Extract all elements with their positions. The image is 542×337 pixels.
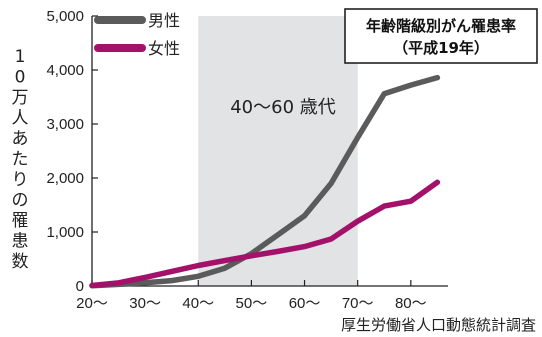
y-tick-label: 2,000 <box>46 170 84 187</box>
y-tick-label: 1,000 <box>46 224 84 241</box>
x-tick-label: 40～ <box>182 295 214 312</box>
chart-subtitle: （平成19年） <box>393 39 489 57</box>
band-label: 40～60 歳代 <box>230 97 336 118</box>
y-axis-label: 1 0 万人あたりの罹患数 <box>12 47 29 272</box>
y-tick-label: 3,000 <box>46 116 84 133</box>
x-tick-label: 20～ <box>76 295 108 312</box>
highlight-band-layer <box>198 16 358 286</box>
series-layer <box>89 74 441 289</box>
series-line-male <box>89 74 441 289</box>
legend-label-female: 女性 <box>148 39 180 58</box>
x-tick-label: 60～ <box>289 295 321 312</box>
legend: 男性 女性 <box>94 11 180 58</box>
x-tick-label: 30～ <box>129 295 161 312</box>
x-tick-label: 70～ <box>342 295 374 312</box>
y-tick-label: 4,000 <box>46 62 84 79</box>
axes <box>91 15 448 287</box>
tick-labels: 0 1,000 2,000 3,000 4,000 5,000 20～ 30～ 40～ 50～ 60… <box>46 8 426 312</box>
series-line-female <box>89 179 441 289</box>
x-tick-label: 80～ <box>395 295 427 312</box>
x-tick-label: 50～ <box>236 295 268 312</box>
source-note: 厚生労働省人口動態統計調査 <box>341 316 536 334</box>
y-tick-label: 5,000 <box>46 8 84 25</box>
title-box: 年齢階級別がん罹患率 （平成19年） <box>344 8 538 64</box>
legend-label-male: 男性 <box>148 11 180 30</box>
y-tick-label: 0 <box>76 278 84 295</box>
highlight-band <box>198 16 358 286</box>
chart-title: 年齢階級別がん罹患率 <box>366 17 516 35</box>
